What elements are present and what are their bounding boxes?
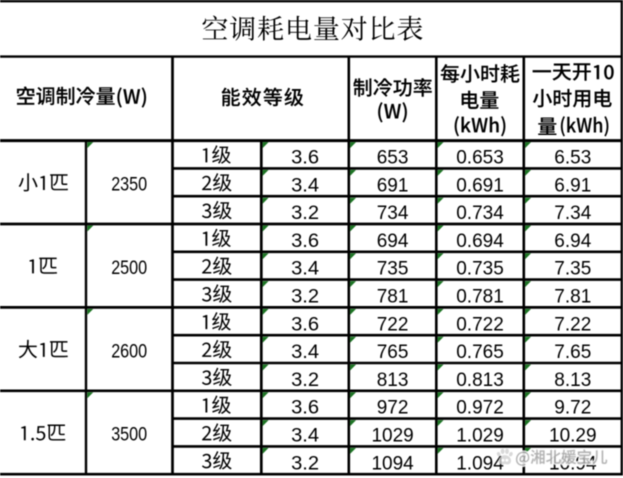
svg-text:0.813: 0.813 [456, 370, 504, 391]
svg-text:3.6: 3.6 [291, 398, 319, 419]
svg-text:1.094: 1.094 [456, 453, 504, 474]
svg-text:3.2: 3.2 [291, 287, 319, 308]
svg-text:0.781: 0.781 [456, 287, 504, 308]
svg-text:653: 653 [377, 148, 409, 169]
svg-text:9.72: 9.72 [554, 398, 591, 419]
svg-text:6.91: 6.91 [554, 175, 591, 196]
svg-text:722: 722 [377, 314, 409, 335]
svg-text:1094: 1094 [371, 453, 414, 474]
svg-text:7.22: 7.22 [554, 314, 591, 335]
svg-text:691: 691 [377, 175, 409, 196]
svg-text:0.691: 0.691 [456, 175, 504, 196]
svg-text:781: 781 [377, 287, 409, 308]
svg-text:6.94: 6.94 [554, 231, 591, 252]
svg-text:0.734: 0.734 [456, 203, 504, 224]
svg-text:10.29: 10.29 [549, 426, 597, 447]
svg-text:3.6: 3.6 [291, 148, 319, 169]
svg-text:3.2: 3.2 [291, 453, 319, 474]
svg-text:0.972: 0.972 [456, 398, 504, 419]
svg-text:6.53: 6.53 [554, 148, 591, 169]
svg-text:3.2: 3.2 [291, 203, 319, 224]
svg-text:972: 972 [377, 398, 409, 419]
svg-text:3.6: 3.6 [291, 231, 319, 252]
svg-text:0.722: 0.722 [456, 314, 504, 335]
svg-text:7.35: 7.35 [554, 259, 591, 280]
svg-text:7.81: 7.81 [554, 287, 591, 308]
svg-text:0.765: 0.765 [456, 342, 504, 363]
svg-text:2600: 2600 [111, 341, 147, 362]
svg-text:0.653: 0.653 [456, 148, 504, 169]
svg-text:3.6: 3.6 [291, 314, 319, 335]
svg-text:3.4: 3.4 [291, 259, 319, 280]
svg-text:3.4: 3.4 [291, 426, 319, 447]
svg-text:7.34: 7.34 [554, 203, 591, 224]
svg-text:734: 734 [377, 203, 409, 224]
svg-text:7.65: 7.65 [554, 342, 591, 363]
svg-text:1.029: 1.029 [456, 426, 504, 447]
svg-text:2350: 2350 [111, 175, 147, 196]
svg-text:1029: 1029 [371, 426, 413, 447]
svg-text:3500: 3500 [111, 425, 147, 446]
svg-text:3.2: 3.2 [291, 370, 319, 391]
svg-text:8.13: 8.13 [554, 370, 591, 391]
svg-text:2500: 2500 [111, 258, 147, 279]
svg-text:3.4: 3.4 [291, 175, 319, 196]
svg-text:694: 694 [377, 231, 409, 252]
svg-text:0.694: 0.694 [456, 231, 504, 252]
svg-text:813: 813 [377, 370, 409, 391]
svg-text:0.735: 0.735 [456, 259, 504, 280]
svg-text:3.4: 3.4 [291, 342, 319, 363]
svg-text:765: 765 [377, 342, 409, 363]
svg-text:735: 735 [377, 259, 409, 280]
